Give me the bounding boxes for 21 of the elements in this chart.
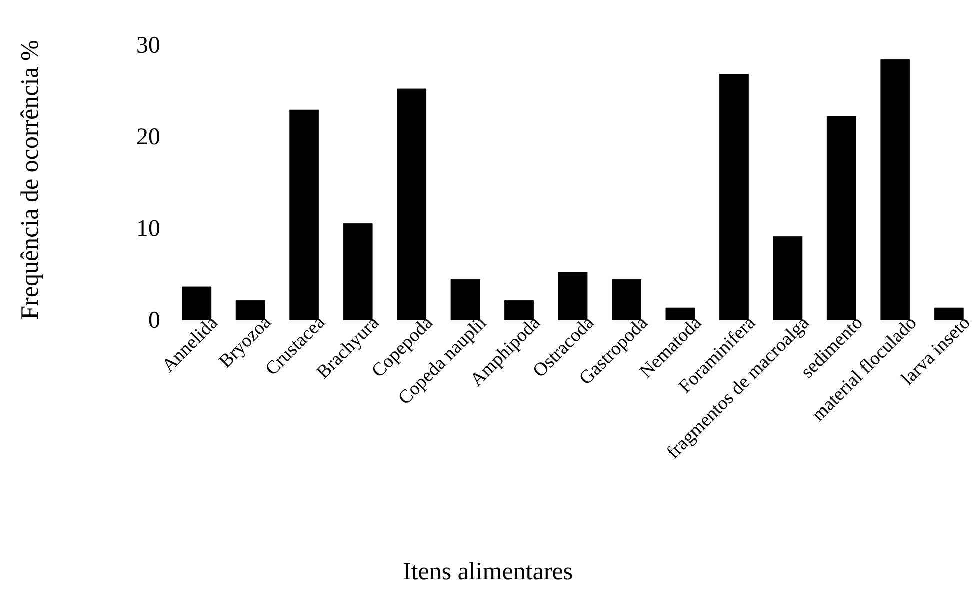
- bar: [450, 279, 480, 320]
- bar: [720, 74, 749, 320]
- bar: [934, 308, 964, 320]
- bar: [504, 300, 534, 320]
- bar: [612, 279, 642, 320]
- y-tick-label: 30: [138, 36, 160, 54]
- bar: [182, 286, 212, 320]
- y-axis-title: Frequência de ocorrência %: [20, 40, 44, 320]
- bar: [773, 236, 803, 320]
- bar: [343, 224, 373, 320]
- bar: [290, 110, 320, 320]
- y-tick-label: 0: [149, 312, 160, 328]
- bar: [397, 88, 427, 320]
- x-axis-title: Itens alimentares: [404, 562, 572, 580]
- bar: [558, 272, 588, 320]
- bar: [236, 300, 266, 320]
- bar: [826, 116, 856, 320]
- y-tick-label: 10: [138, 220, 160, 236]
- bar: [880, 59, 910, 320]
- bar: [666, 308, 696, 320]
- y-tick-label: 20: [138, 128, 160, 145]
